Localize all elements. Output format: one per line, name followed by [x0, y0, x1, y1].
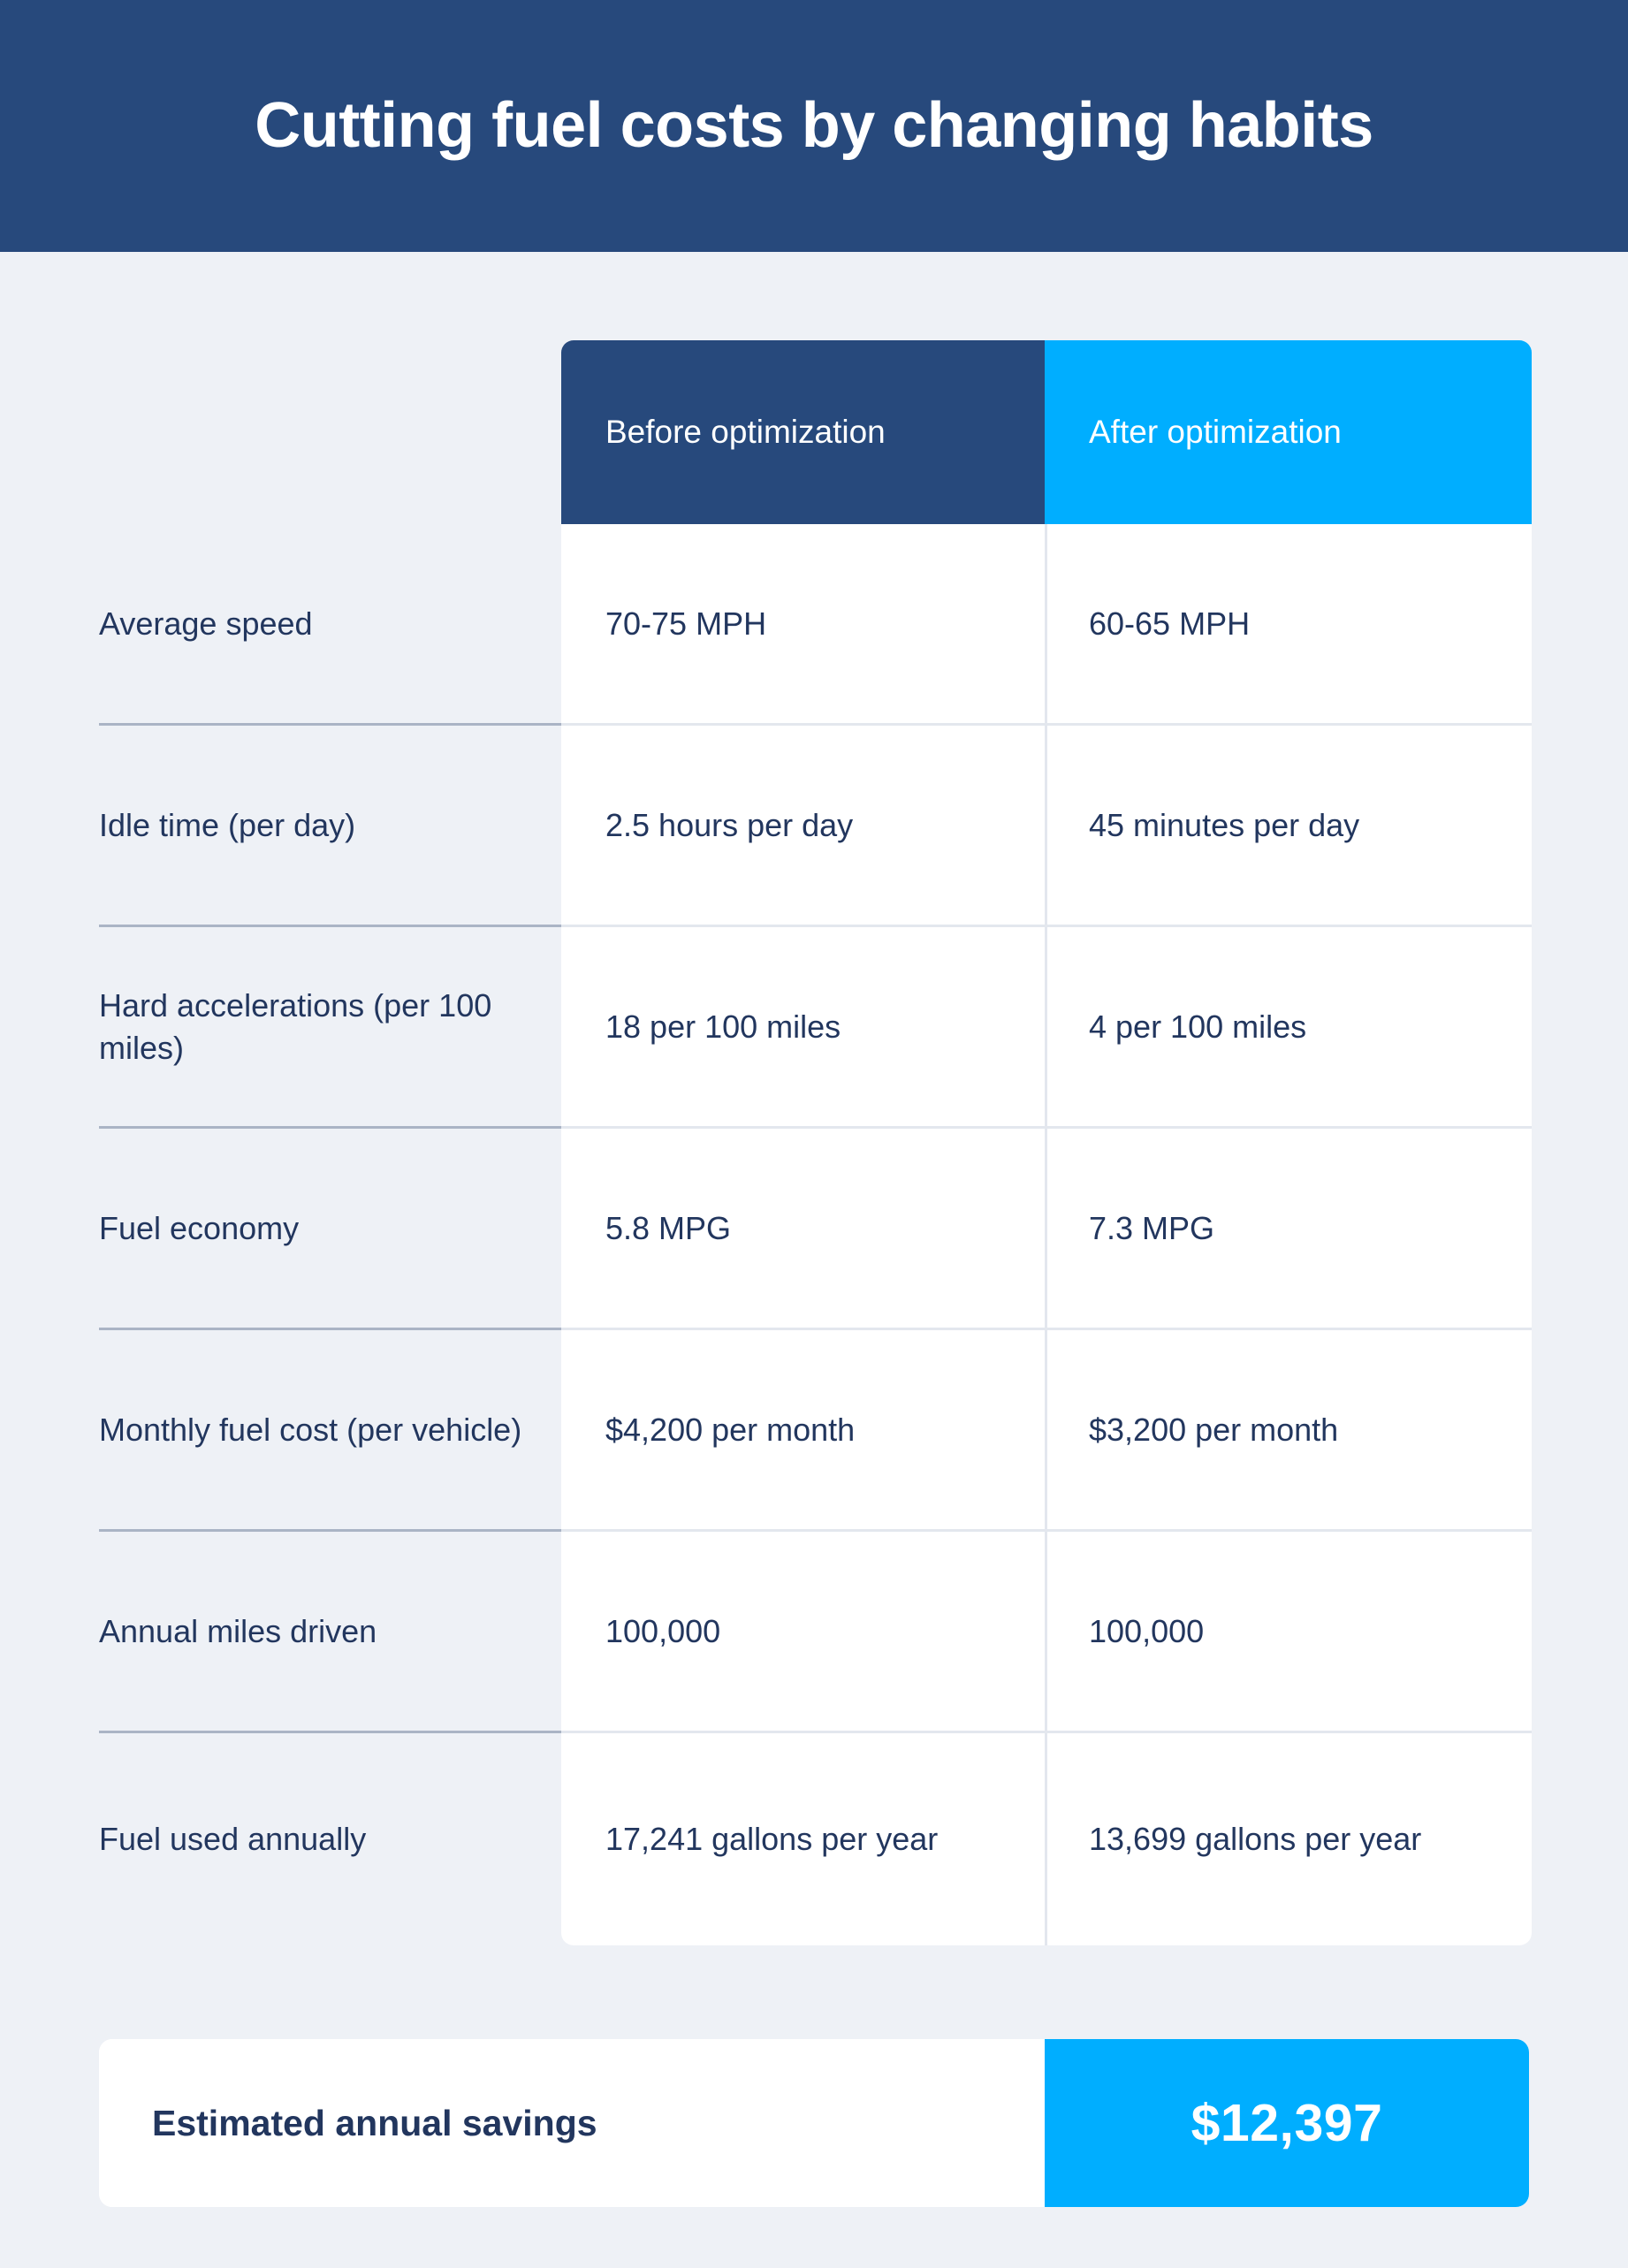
row-before-cell: 100,000 — [561, 1532, 1045, 1733]
row-metric-label: Idle time (per day) — [99, 726, 561, 927]
table-header-before: Before optimization — [561, 340, 1045, 524]
row-before-cell: 5.8 MPG — [561, 1129, 1045, 1330]
row-after-value: 4 per 100 miles — [1045, 927, 1532, 1129]
row-before-cell: $4,200 per month — [561, 1330, 1045, 1532]
row-metric-cell: Average speed — [99, 524, 561, 726]
row-before-value: 100,000 — [561, 1532, 1045, 1733]
row-after-cell: 7.3 MPG — [1045, 1129, 1532, 1330]
row-after-cell: $3,200 per month — [1045, 1330, 1532, 1532]
row-metric-label: Hard accelerations (per 100 miles) — [99, 927, 561, 1129]
savings-label: Estimated annual savings — [99, 2039, 1045, 2207]
row-after-value: 100,000 — [1045, 1532, 1532, 1733]
row-metric-label: Annual miles driven — [99, 1532, 561, 1733]
table-row: Annual miles driven 100,000 100,000 — [99, 1532, 1532, 1733]
row-metric-cell: Annual miles driven — [99, 1532, 561, 1733]
row-after-value: $3,200 per month — [1045, 1330, 1532, 1532]
row-after-cell: 13,699 gallons per year — [1045, 1733, 1532, 1945]
row-after-value: 7.3 MPG — [1045, 1129, 1532, 1330]
table-header-after: After optimization — [1045, 340, 1532, 524]
table-row: Average speed 70-75 MPH 60-65 MPH — [99, 524, 1532, 726]
row-before-value: $4,200 per month — [561, 1330, 1045, 1532]
comparison-table: Before optimization After optimization A… — [99, 340, 1532, 1945]
comparison-table-container: Before optimization After optimization A… — [0, 340, 1628, 1945]
page-header-banner: Cutting fuel costs by changing habits — [0, 0, 1628, 252]
row-before-value: 18 per 100 miles — [561, 927, 1045, 1129]
table-header-metric-spacer — [99, 340, 561, 524]
table-row: Hard accelerations (per 100 miles) 18 pe… — [99, 927, 1532, 1129]
row-after-cell: 100,000 — [1045, 1532, 1532, 1733]
row-after-value: 60-65 MPH — [1045, 524, 1532, 726]
row-after-value: 45 minutes per day — [1045, 726, 1532, 927]
table-row: Fuel used annually 17,241 gallons per ye… — [99, 1733, 1532, 1945]
row-after-cell: 45 minutes per day — [1045, 726, 1532, 927]
column-header-before-label: Before optimization — [561, 340, 1045, 524]
row-before-cell: 18 per 100 miles — [561, 927, 1045, 1129]
row-before-value: 5.8 MPG — [561, 1129, 1045, 1330]
row-metric-cell: Monthly fuel cost (per vehicle) — [99, 1330, 561, 1532]
row-before-value: 70-75 MPH — [561, 524, 1045, 726]
savings-value: $12,397 — [1045, 2039, 1529, 2207]
savings-container: Estimated annual savings $12,397 — [0, 2039, 1628, 2207]
table-row: Monthly fuel cost (per vehicle) $4,200 p… — [99, 1330, 1532, 1532]
row-metric-label: Monthly fuel cost (per vehicle) — [99, 1330, 561, 1532]
row-before-value: 2.5 hours per day — [561, 726, 1045, 927]
table-row: Fuel economy 5.8 MPG 7.3 MPG — [99, 1129, 1532, 1330]
row-metric-label: Fuel used annually — [99, 1821, 367, 1858]
row-before-cell: 70-75 MPH — [561, 524, 1045, 726]
row-before-cell: 2.5 hours per day — [561, 726, 1045, 927]
estimated-savings-bar: Estimated annual savings $12,397 — [99, 2039, 1529, 2207]
row-after-value: 13,699 gallons per year — [1045, 1733, 1532, 1945]
row-metric-label: Average speed — [99, 524, 561, 726]
table-header-row: Before optimization After optimization — [99, 340, 1532, 524]
row-metric-cell: Idle time (per day) — [99, 726, 561, 927]
table-body: Average speed 70-75 MPH 60-65 MPH Idle t… — [99, 524, 1532, 1945]
row-metric-cell: Fuel economy — [99, 1129, 561, 1330]
table-row: Idle time (per day) 2.5 hours per day 45… — [99, 726, 1532, 927]
row-before-value: 17,241 gallons per year — [561, 1733, 1045, 1945]
table-header: Before optimization After optimization — [99, 340, 1532, 524]
column-header-after-label: After optimization — [1045, 340, 1532, 524]
row-before-cell: 17,241 gallons per year — [561, 1733, 1045, 1945]
row-after-cell: 4 per 100 miles — [1045, 927, 1532, 1129]
row-after-cell: 60-65 MPH — [1045, 524, 1532, 726]
page-title: Cutting fuel costs by changing habits — [255, 89, 1373, 161]
row-metric-cell: Hard accelerations (per 100 miles) — [99, 927, 561, 1129]
row-metric-cell: Fuel used annually — [99, 1733, 561, 1945]
row-metric-label: Fuel economy — [99, 1129, 561, 1330]
